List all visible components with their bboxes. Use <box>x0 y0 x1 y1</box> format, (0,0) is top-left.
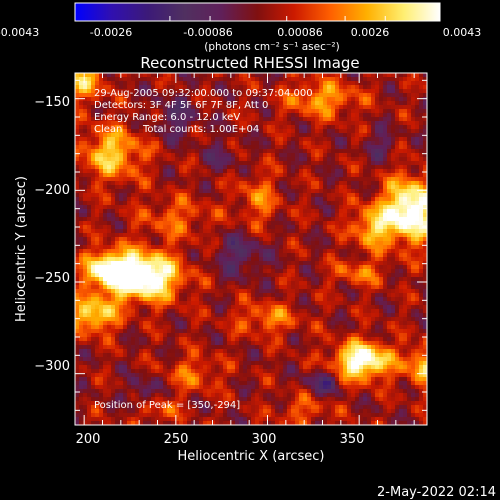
colorbar-tick-label: 0.00086 <box>277 26 323 39</box>
energy-range-text: Energy Range: 6.0 - 12.0 keV <box>94 112 240 123</box>
y-tick-label: −250 <box>34 271 70 286</box>
x-tick-label: 350 <box>340 432 365 447</box>
footer-timestamp: 2-May-2022 02:14 <box>377 485 496 500</box>
colorbar: -0.0043 -0.0026 -0.00086 0.00086 0.0026 … <box>0 2 482 53</box>
colorbar-tick-label: -0.00086 <box>183 26 232 39</box>
chart-title: Reconstructed RHESSI Image <box>140 54 359 72</box>
peak-position-text: Position of Peak = [350,-294] <box>94 400 240 411</box>
time-range-text: 29-Aug-2005 09:32:00.000 to 09:37:04.000 <box>94 88 313 99</box>
colorbar-tick-label: -0.0026 <box>90 26 132 39</box>
axis-ticks <box>75 73 427 425</box>
x-tick-label: 300 <box>252 432 277 447</box>
y-axis-label: Heliocentric Y (arcsec) <box>14 176 29 322</box>
heatmap-image <box>75 73 427 425</box>
colorbar-ticks <box>169 16 386 21</box>
x-axis-label: Heliocentric X (arcsec) <box>178 449 325 464</box>
y-tick-label: −200 <box>34 183 70 198</box>
plot-frame <box>74 72 428 426</box>
total-counts-text: Total counts: 1.00E+04 <box>142 124 259 135</box>
clean-text: Clean <box>94 124 122 135</box>
colorbar-tick-label: 0.0026 <box>351 26 390 39</box>
colorbar-tick-label: 0.0043 <box>443 26 482 39</box>
detectors-text: Detectors: 3F 4F 5F 6F 7F 8F, Att 0 <box>94 100 268 111</box>
colorbar-gradient <box>74 2 441 22</box>
colorbar-tick-label: -0.0043 <box>0 26 39 39</box>
colorbar-unit-label: (photons cm⁻² s⁻¹ asec⁻²) <box>204 41 339 53</box>
annotation-block: 29-Aug-2005 09:32:00.000 to 09:37:04.000… <box>94 88 313 135</box>
x-tick-label: 200 <box>76 432 101 447</box>
y-tick-label: −300 <box>34 359 70 374</box>
y-tick-label: −150 <box>34 95 70 110</box>
x-tick-label: 250 <box>164 432 189 447</box>
